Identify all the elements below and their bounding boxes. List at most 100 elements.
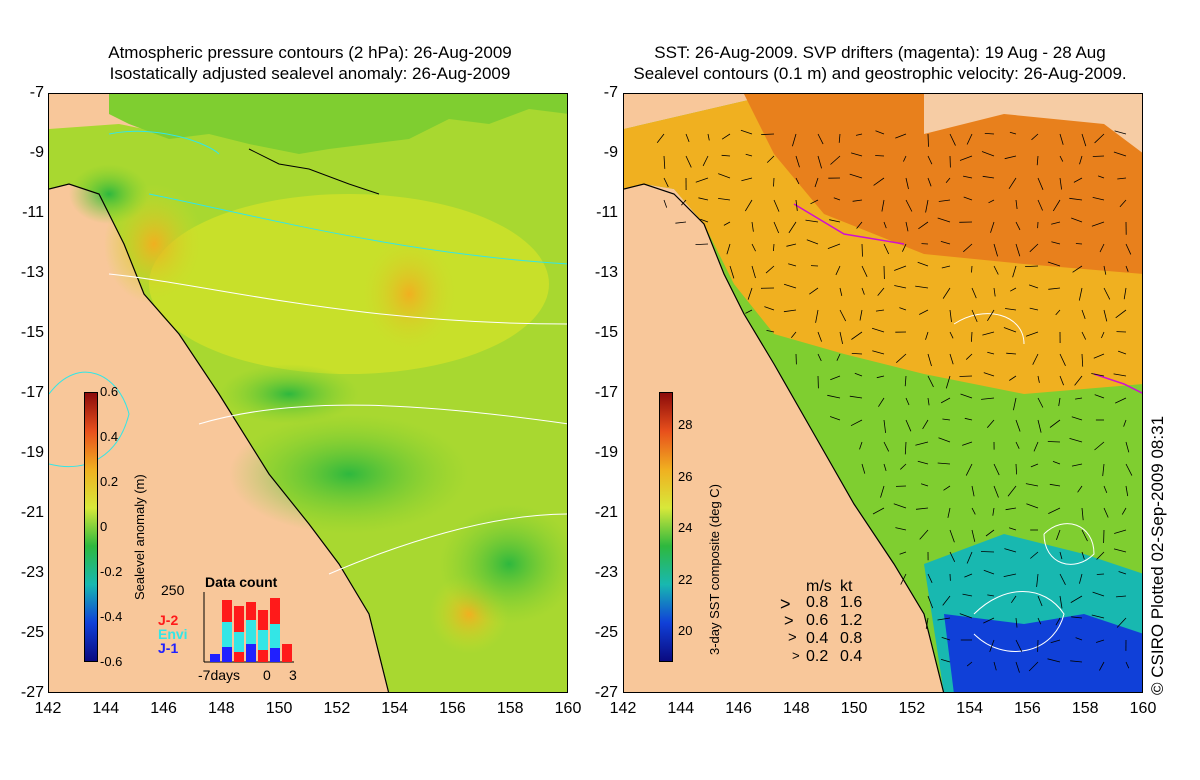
x-tick-label: 150 <box>840 700 868 717</box>
velocity-arrow <box>883 441 890 452</box>
velocity-arrow <box>1099 243 1105 253</box>
ocean-yellow-band <box>149 194 549 374</box>
velocity-arrow <box>875 309 885 312</box>
velocity-arrow <box>1094 133 1105 144</box>
y-tick-label: -17 <box>20 384 44 401</box>
velocity-arrow <box>971 309 978 323</box>
velocity-arrow <box>964 417 973 421</box>
histogram-bar <box>222 622 232 647</box>
velocity-arrow <box>1115 397 1127 404</box>
velocity-arrow <box>965 463 973 476</box>
y-tick-label: -11 <box>22 204 44 221</box>
velocity-arrow <box>1103 507 1109 518</box>
velocity-arrow <box>1010 287 1017 292</box>
velocity-arrow <box>883 243 890 255</box>
velocity-arrow <box>1103 309 1108 322</box>
velocity-arrow <box>1071 616 1083 619</box>
velocity-arrow <box>1010 595 1017 604</box>
velocity-arrow <box>1113 548 1127 553</box>
velocity-arrow <box>685 155 692 168</box>
velocity-arrow <box>851 353 863 355</box>
velocity-arrow <box>1029 307 1039 311</box>
velocity-arrow <box>783 309 797 313</box>
velocity-arrow <box>1007 485 1017 497</box>
y-tick-label: -17 <box>594 384 618 401</box>
velocity-arrow <box>1091 221 1105 227</box>
data-count-max-label: 250 <box>161 582 185 598</box>
velocity-arrow <box>721 133 731 140</box>
velocity-arrow <box>1075 397 1083 400</box>
sst-colorbar <box>659 392 673 662</box>
sst-colorbar-tick: 22 <box>678 571 693 587</box>
velocity-arrow <box>1094 394 1105 399</box>
velocity-arrow <box>949 133 956 146</box>
velocity-arrow <box>827 394 841 399</box>
velocity-arrow <box>987 309 995 322</box>
pressure-contour-1 <box>108 273 567 325</box>
histogram-bar <box>270 648 280 662</box>
y-tick-label: -21 <box>594 504 618 521</box>
sealevel-colorbar-title: Sealevel anomaly (m) <box>132 474 147 600</box>
velocity-arrow <box>1004 155 1017 160</box>
sealevel-colorbar-tick: -0.6 <box>100 654 123 669</box>
y-tick-label: -13 <box>594 264 618 281</box>
velocity-arrow <box>1091 373 1105 377</box>
velocity-arrow <box>795 199 798 211</box>
velocity-arrow <box>963 175 973 179</box>
y-tick-label: -13 <box>20 264 44 281</box>
velocity-arrow <box>817 155 822 169</box>
velocity-arrow <box>993 463 1000 476</box>
y-tick-label: -9 <box>29 144 44 161</box>
velocity-arrow <box>1070 595 1083 603</box>
velocity-arrow <box>993 265 999 275</box>
velocity-arrow <box>1051 221 1061 225</box>
velocity-arrow <box>900 463 907 470</box>
sst-colorbar-title: 3-day SST composite (deg C) <box>707 484 722 655</box>
velocity-arrow <box>927 397 930 406</box>
velocity-arrow <box>1006 352 1017 355</box>
y-tick-label: -11 <box>596 204 618 221</box>
velocity-arrow <box>990 221 995 233</box>
velocity-arrow <box>1059 573 1066 585</box>
velocity-arrow <box>1075 637 1083 641</box>
velocity-arrow <box>859 309 863 321</box>
sealevel-colorbar <box>84 392 98 662</box>
y-tick-label: -9 <box>603 144 618 161</box>
velocity-arrow <box>872 350 885 355</box>
velocity-arrow <box>1008 177 1017 190</box>
velocity-arrow <box>1125 243 1132 255</box>
anomaly-low-3 <box>439 504 567 624</box>
x-tick-label: 142 <box>34 700 62 717</box>
y-tick-label: -7 <box>603 84 618 101</box>
velocity-arrow <box>806 239 819 245</box>
sealevel-colorbar-tick: 0 <box>100 519 108 534</box>
velocity-arrow <box>949 309 952 322</box>
velocity-arrow <box>766 155 775 163</box>
velocity-arrow <box>1015 661 1020 673</box>
y-tick-label: -15 <box>20 324 44 341</box>
velocity-arrow <box>751 221 754 232</box>
velocity-arrow <box>1092 155 1105 157</box>
velocity-arrow <box>940 659 951 663</box>
anomaly-low-4 <box>219 364 359 424</box>
velocity-arrow <box>1047 658 1061 663</box>
histogram-bar <box>270 624 280 648</box>
velocity-arrow <box>1050 639 1061 644</box>
velocity-arrow <box>940 397 951 404</box>
velocity-arrow <box>1103 265 1107 275</box>
velocity-arrow <box>809 287 819 295</box>
velocity-legend-kt-header: kt <box>840 578 853 595</box>
velocity-arrow <box>700 218 709 223</box>
velocity-arrow <box>859 441 863 450</box>
velocity-arrow <box>1099 661 1105 671</box>
velocity-arrow <box>685 133 690 143</box>
velocity-arrow <box>919 309 929 315</box>
drifter-track-2 <box>1093 373 1142 394</box>
velocity-arrow <box>1125 485 1129 497</box>
velocity-arrow <box>947 507 951 518</box>
velocity-arrow <box>751 265 756 279</box>
velocity-arrow <box>918 221 929 230</box>
velocity-arrow <box>899 551 907 555</box>
velocity-arrow <box>894 285 907 289</box>
sst-coldest <box>944 614 1142 692</box>
